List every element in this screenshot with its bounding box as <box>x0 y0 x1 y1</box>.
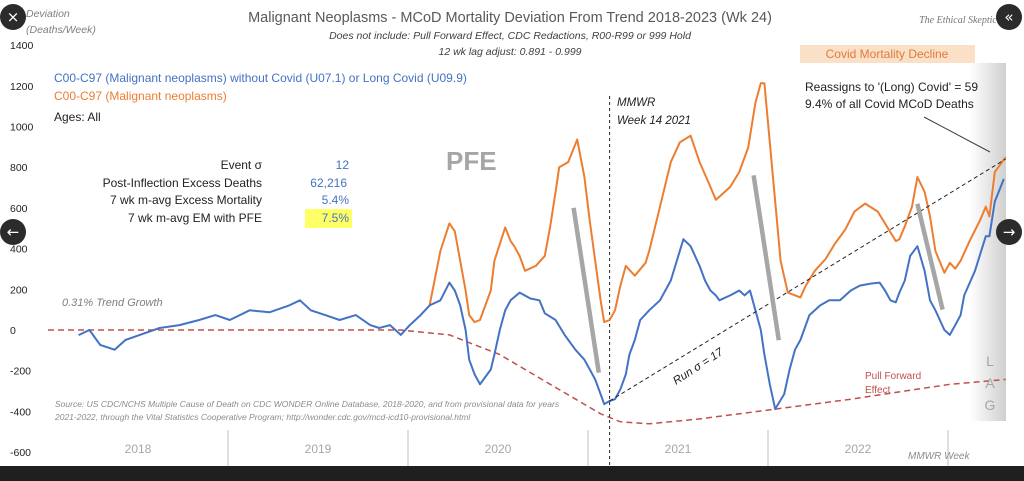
collapse-button[interactable]: « <box>996 4 1022 30</box>
y-tick-label: 1200 <box>10 81 34 93</box>
stat-value: 12 <box>336 158 350 172</box>
y-tick-label: -600 <box>10 447 31 459</box>
y-axis-label-1: Deviation <box>26 8 70 20</box>
arrow-right-icon: → <box>1002 223 1016 241</box>
lag-letter: L <box>986 353 994 369</box>
y-axis-label-2: (Deaths/Week) <box>26 24 96 36</box>
series-line-all-neoplasms <box>428 82 1007 324</box>
legend-ages: Ages: All <box>54 110 101 124</box>
mmwr-label-1: MMWR <box>617 97 655 109</box>
source-line-2: 2021-2022, through the Vital Statistics … <box>54 412 471 422</box>
pull-forward-label-1: Pull Forward <box>865 371 921 382</box>
x-year-label: 2022 <box>845 442 872 456</box>
covid-decline-label: Covid Mortality Decline <box>826 47 949 61</box>
stat-value: 62,216 <box>310 176 347 190</box>
stat-highlight <box>305 209 352 228</box>
x-year-label: 2021 <box>665 442 692 456</box>
y-tick-label: 800 <box>10 162 28 174</box>
reassign-label-1: Reassigns to '(Long) Covid' = 59 <box>805 80 978 94</box>
pull-forward-curve <box>48 329 1006 425</box>
stat-value: 7.5% <box>322 211 350 225</box>
previous-image-button[interactable]: ← <box>0 219 26 245</box>
lag-letter: A <box>985 375 995 391</box>
stat-value: 5.4% <box>322 193 350 207</box>
next-image-button[interactable]: → <box>996 219 1022 245</box>
reassign-pointer <box>923 116 991 153</box>
y-tick-label: 0 <box>10 325 16 337</box>
stat-label: Event σ <box>221 158 263 172</box>
arrow-left-icon: ← <box>6 223 20 241</box>
double-chevron-left-icon: « <box>1004 8 1014 26</box>
y-tick-label: 400 <box>10 244 28 256</box>
y-tick-label: -200 <box>10 366 31 378</box>
stat-label: Post-Inflection Excess Deaths <box>103 176 262 190</box>
trend-growth-label: 0.31% Trend Growth <box>62 297 163 309</box>
watermark: The Ethical Skeptic <box>919 15 997 26</box>
lag-letter: G <box>985 397 996 413</box>
decline-marker <box>571 207 602 374</box>
y-tick-label: 1400 <box>10 40 34 52</box>
decline-marker <box>751 174 782 341</box>
x-year-label: 2018 <box>125 442 152 456</box>
reassign-label-2: 9.4% of all Covid MCoD Deaths <box>805 97 974 111</box>
pull-forward-label-2: Effect <box>865 385 891 396</box>
legend-blue: C00-C97 (Malignant neoplasms) without Co… <box>54 71 467 85</box>
source-line-1: Source: US CDC/NCHS Multiple Cause of De… <box>55 399 560 409</box>
covid-decline-box <box>800 45 975 63</box>
run-trend-line <box>609 158 1006 402</box>
bottom-toolbar <box>0 466 1024 481</box>
y-tick-label: -400 <box>10 406 31 418</box>
pfe-label: PFE <box>446 146 497 176</box>
y-tick-label: 200 <box>10 284 28 296</box>
chart-subtitle-1: Does not include: Pull Forward Effect, C… <box>329 30 692 42</box>
mmwr-label-2: Week 14 2021 <box>617 115 691 127</box>
decline-marker <box>915 203 945 311</box>
x-axis-label: MMWR Week <box>908 451 970 462</box>
series-line-without-covid <box>78 178 1005 410</box>
y-tick-label: 1000 <box>10 122 34 134</box>
chart-background <box>0 0 1024 466</box>
stat-label: 7 wk m-avg EM with PFE <box>128 211 262 225</box>
stat-label: 7 wk m-avg Excess Mortality <box>110 193 262 207</box>
chart-title: Malignant Neoplasms - MCoD Mortality Dev… <box>248 10 772 26</box>
x-year-label: 2019 <box>305 442 332 456</box>
legend-orange: C00-C97 (Malignant neoplasms) <box>54 89 227 103</box>
y-tick-label: 600 <box>10 203 28 215</box>
chart-subtitle-2: 12 wk lag adjust: 0.891 - 0.999 <box>438 46 581 58</box>
close-icon: × <box>6 8 20 26</box>
x-year-label: 2020 <box>485 442 512 456</box>
close-button[interactable]: × <box>0 4 26 30</box>
